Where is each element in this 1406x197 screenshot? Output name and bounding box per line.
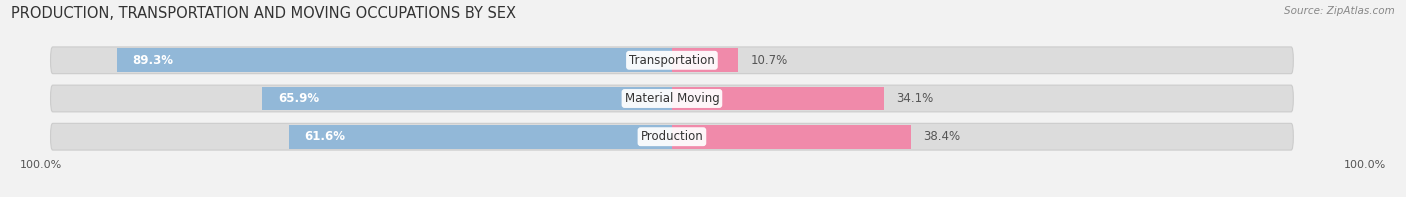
Bar: [117, 48, 672, 72]
Text: Material Moving: Material Moving: [624, 92, 720, 105]
FancyBboxPatch shape: [51, 47, 1294, 74]
Bar: [263, 87, 672, 110]
Bar: [672, 125, 911, 149]
Text: 38.4%: 38.4%: [922, 130, 960, 143]
Text: 89.3%: 89.3%: [132, 54, 173, 67]
Bar: [672, 87, 884, 110]
Text: 61.6%: 61.6%: [305, 130, 346, 143]
Text: 100.0%: 100.0%: [1344, 160, 1386, 170]
Text: PRODUCTION, TRANSPORTATION AND MOVING OCCUPATIONS BY SEX: PRODUCTION, TRANSPORTATION AND MOVING OC…: [11, 6, 516, 21]
Text: 34.1%: 34.1%: [896, 92, 934, 105]
Bar: [290, 125, 672, 149]
Text: 65.9%: 65.9%: [278, 92, 319, 105]
Text: Source: ZipAtlas.com: Source: ZipAtlas.com: [1284, 6, 1395, 16]
Text: 100.0%: 100.0%: [20, 160, 62, 170]
Text: Transportation: Transportation: [628, 54, 714, 67]
FancyBboxPatch shape: [51, 123, 1294, 150]
Text: Production: Production: [641, 130, 703, 143]
Text: 10.7%: 10.7%: [751, 54, 789, 67]
Bar: [672, 48, 738, 72]
FancyBboxPatch shape: [51, 85, 1294, 112]
